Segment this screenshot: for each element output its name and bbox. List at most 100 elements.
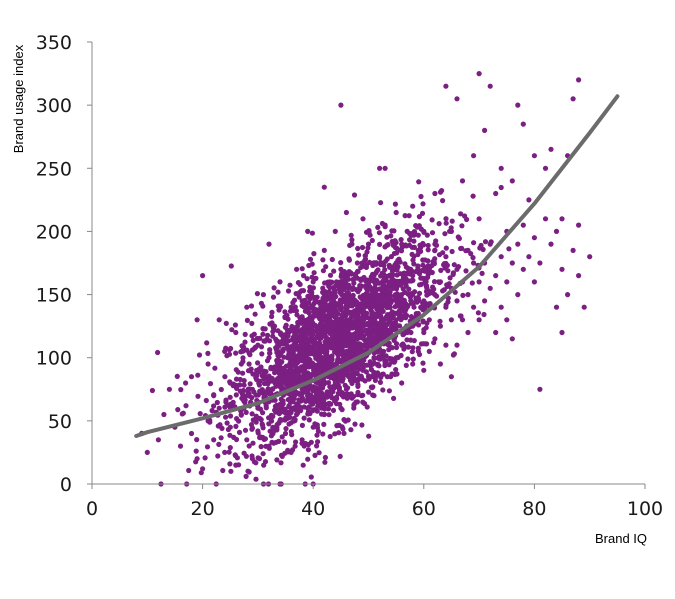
data-point bbox=[343, 326, 349, 332]
data-point bbox=[389, 309, 395, 315]
data-point bbox=[281, 332, 287, 338]
data-point bbox=[441, 287, 447, 293]
data-point bbox=[432, 190, 438, 197]
data-point bbox=[349, 241, 355, 247]
data-point bbox=[179, 411, 185, 417]
data-point bbox=[471, 304, 477, 310]
data-point bbox=[377, 254, 383, 260]
data-point bbox=[289, 360, 295, 366]
data-point bbox=[279, 453, 285, 459]
data-point bbox=[462, 213, 468, 219]
data-point bbox=[460, 292, 466, 298]
data-point bbox=[255, 342, 261, 348]
data-point bbox=[416, 179, 422, 185]
data-point bbox=[205, 350, 211, 356]
data-point bbox=[414, 224, 420, 230]
data-point bbox=[320, 257, 326, 263]
data-point bbox=[420, 360, 426, 366]
data-point bbox=[515, 102, 521, 108]
data-point bbox=[202, 455, 208, 461]
data-point bbox=[393, 355, 399, 361]
data-point bbox=[306, 417, 312, 423]
data-point bbox=[405, 356, 411, 362]
data-point bbox=[393, 209, 399, 216]
data-point bbox=[308, 351, 314, 357]
data-point bbox=[337, 283, 343, 289]
data-point bbox=[255, 455, 261, 461]
data-point bbox=[388, 279, 394, 285]
data-point bbox=[246, 350, 252, 356]
data-point bbox=[431, 286, 437, 292]
data-point bbox=[449, 248, 455, 255]
data-point bbox=[459, 223, 465, 229]
data-point bbox=[292, 335, 298, 341]
data-point bbox=[420, 319, 426, 325]
data-point bbox=[465, 247, 471, 253]
data-point bbox=[345, 365, 351, 371]
data-point bbox=[364, 262, 370, 268]
data-point bbox=[330, 407, 337, 413]
data-point bbox=[250, 337, 256, 343]
data-point bbox=[475, 310, 481, 316]
data-point bbox=[393, 341, 400, 347]
data-point bbox=[188, 430, 195, 437]
data-point bbox=[331, 323, 337, 329]
data-point bbox=[351, 280, 357, 286]
data-point bbox=[388, 254, 394, 260]
data-point bbox=[333, 401, 340, 407]
data-point bbox=[304, 276, 310, 282]
data-point bbox=[316, 307, 322, 313]
data-point bbox=[234, 455, 240, 461]
data-point bbox=[437, 323, 443, 329]
data-point bbox=[239, 348, 245, 354]
data-point bbox=[308, 474, 314, 480]
data-point bbox=[288, 410, 294, 416]
data-point bbox=[386, 341, 392, 347]
data-point bbox=[448, 317, 454, 323]
data-point bbox=[290, 300, 296, 306]
data-point bbox=[504, 317, 510, 323]
data-point bbox=[267, 338, 273, 344]
data-point bbox=[443, 216, 449, 222]
data-point bbox=[411, 304, 417, 310]
data-point bbox=[388, 329, 394, 336]
y-tick-label: 250 bbox=[36, 158, 72, 180]
data-point bbox=[431, 279, 438, 285]
data-point bbox=[255, 405, 261, 411]
data-point bbox=[365, 241, 372, 247]
data-point bbox=[371, 393, 377, 399]
data-point bbox=[237, 376, 243, 383]
data-point bbox=[418, 281, 424, 287]
data-point bbox=[421, 298, 427, 304]
data-point bbox=[222, 404, 228, 410]
data-point bbox=[314, 432, 320, 438]
data-point bbox=[266, 241, 272, 247]
data-point bbox=[282, 380, 289, 386]
data-point bbox=[316, 380, 322, 386]
data-point bbox=[329, 353, 335, 359]
x-tick-label: 60 bbox=[412, 498, 436, 520]
y-tick-label: 350 bbox=[36, 32, 72, 54]
y-tick-label: 100 bbox=[36, 348, 72, 370]
data-point bbox=[326, 400, 332, 406]
data-point bbox=[249, 411, 255, 417]
data-point bbox=[380, 271, 386, 277]
data-point bbox=[570, 96, 576, 102]
data-point bbox=[331, 268, 337, 274]
data-point bbox=[310, 285, 316, 291]
data-point bbox=[421, 341, 427, 347]
data-point bbox=[327, 323, 333, 329]
data-point bbox=[310, 331, 316, 337]
data-point bbox=[390, 313, 396, 319]
data-point bbox=[482, 127, 488, 133]
data-point bbox=[330, 333, 336, 339]
data-point bbox=[205, 361, 211, 367]
data-point bbox=[331, 374, 337, 380]
data-point bbox=[438, 267, 444, 273]
data-point bbox=[431, 340, 437, 346]
data-point bbox=[204, 444, 211, 450]
data-point bbox=[294, 266, 300, 272]
data-point bbox=[260, 374, 266, 380]
data-point bbox=[256, 380, 262, 386]
data-point bbox=[382, 165, 388, 171]
